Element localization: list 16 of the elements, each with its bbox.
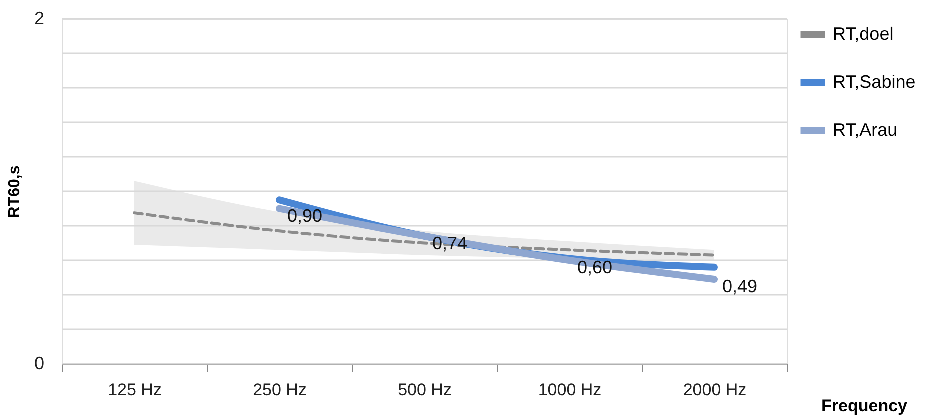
legend-label: RT,Arau	[833, 120, 898, 140]
legend-label: RT,doel	[833, 24, 894, 44]
x-axis-title: Frequency	[822, 396, 908, 416]
data-label: 0,49	[722, 276, 758, 296]
data-label: 0,74	[432, 233, 468, 254]
data-label: 0,90	[288, 206, 323, 226]
y-tick-label: 0	[34, 354, 44, 374]
x-tick-label: 125 Hz	[108, 380, 162, 400]
y-axis-title: RT60,s	[6, 166, 24, 218]
y-tick-label: 2	[34, 8, 44, 28]
data-label: 0,60	[578, 258, 613, 278]
x-tick-label: 500 Hz	[398, 380, 452, 400]
legend-label: RT,Sabine	[833, 72, 916, 92]
x-tick-label: 2000 Hz	[683, 380, 747, 400]
x-tick-label: 250 Hz	[253, 380, 307, 400]
x-tick-label: 1000 Hz	[538, 380, 602, 400]
